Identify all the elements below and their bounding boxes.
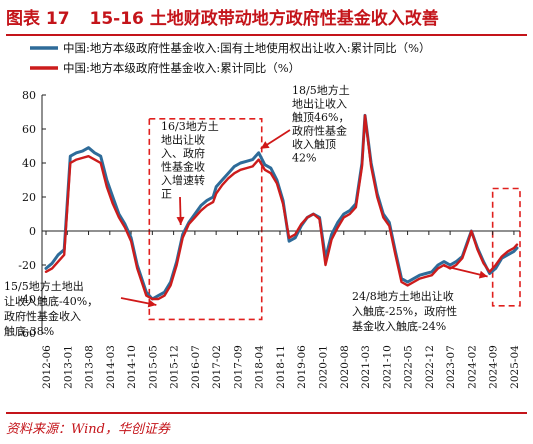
- annotation-arrowhead-4: [478, 270, 488, 279]
- annotation-arrowhead-3: [260, 141, 270, 149]
- series-line-2: [44, 114, 519, 301]
- x-tick-label: 2016-07: [190, 345, 202, 389]
- x-tick-label: 2014-10: [126, 345, 138, 389]
- x-tick-label: 2017-02: [211, 345, 223, 389]
- chart-axes: -60 -40 -20 0 20 40 60 80 2012-06 2013-01 2013-08 2…: [18, 89, 521, 389]
- x-tick-label: 2018-11: [275, 345, 287, 389]
- x-tick-label: 2024-09: [488, 345, 500, 389]
- x-tick-label: 2020-08: [339, 345, 351, 389]
- x-tick-label: 2012-06: [41, 345, 53, 389]
- x-tick-label: 2018-04: [254, 345, 266, 389]
- annotation-text-2: 16/3地方土地出让收入、政府性基金收入增速转正: [161, 119, 219, 201]
- annotation-text-4: 24/8地方土地出让收入触底-25%，政府性基金收入触底-24%: [352, 289, 457, 333]
- figure-label: 图表 17: [6, 9, 70, 29]
- y-tick-label: -60: [18, 327, 36, 340]
- x-tick-label: 2015-05: [147, 345, 159, 389]
- x-tick-label: 2020-01: [318, 345, 330, 389]
- highlight-box: [148, 118, 263, 321]
- y-tick-label: 40: [22, 157, 36, 170]
- annotation-text-3: 18/5地方土地出让收入触顶46%，政府性基金收入触顶 42%: [292, 83, 350, 165]
- x-tick-label: 2013-08: [84, 345, 96, 389]
- legend-label-1: 中国:地方本级政府性基金收入:国有土地使用权出让收入:累计同比（%）: [63, 41, 431, 55]
- x-tick-label: 2022-12: [424, 345, 436, 389]
- annotation-arrowhead-2: [176, 216, 185, 225]
- series-line-1: [44, 113, 519, 301]
- x-tick-label: 2021-10: [381, 345, 393, 389]
- annotation-arrowhead-1: [147, 299, 157, 308]
- figure-title: 15-16 土地财政带动地方政府性基金收入改善: [89, 9, 439, 29]
- y-tick-label: -20: [18, 259, 36, 272]
- y-tick-label: 60: [22, 123, 36, 136]
- x-tick-label: 2021-03: [360, 345, 372, 389]
- y-tick-label: -40: [18, 293, 36, 306]
- highlight-box: [491, 187, 521, 307]
- x-tick-label: 2025-04: [509, 345, 521, 389]
- source-note: 资料来源：Wind，华创证券: [6, 412, 527, 437]
- x-tick-label: 2019-06: [296, 345, 308, 389]
- series-lines: [44, 113, 519, 301]
- annotation-text-1: 15/5地方土地出让收入触底-40%，政府性基金收入触底-38%: [4, 279, 98, 338]
- x-tick-label: 2022-05: [403, 345, 415, 389]
- x-tick-label: 2013-01: [62, 345, 74, 389]
- figure-title-bar: 图表 17 15-16 土地财政带动地方政府性基金收入改善: [6, 4, 527, 36]
- legend-label-2: 中国:地方本级政府性基金收入:累计同比（%）: [63, 61, 300, 75]
- x-tick-label: 2014-03: [105, 345, 117, 389]
- y-tick-label: 80: [22, 89, 36, 102]
- x-tick-label: 2024-02: [466, 345, 478, 389]
- x-tick-label: 2017-09: [232, 345, 244, 389]
- y-tick-label: 0: [29, 225, 36, 238]
- x-tick-label: 2015-12: [169, 345, 181, 389]
- highlight-boxes: [148, 118, 521, 321]
- annotations: 15/5地方土地出让收入触底-40%，政府性基金收入触底-38% 16/3地方土地…: [4, 83, 488, 338]
- legend: 中国:地方本级政府性基金收入:国有土地使用权出让收入:累计同比（%） 中国:地方本…: [30, 41, 431, 75]
- x-tick-label: 2023-07: [445, 345, 457, 389]
- y-tick-label: 20: [22, 191, 36, 204]
